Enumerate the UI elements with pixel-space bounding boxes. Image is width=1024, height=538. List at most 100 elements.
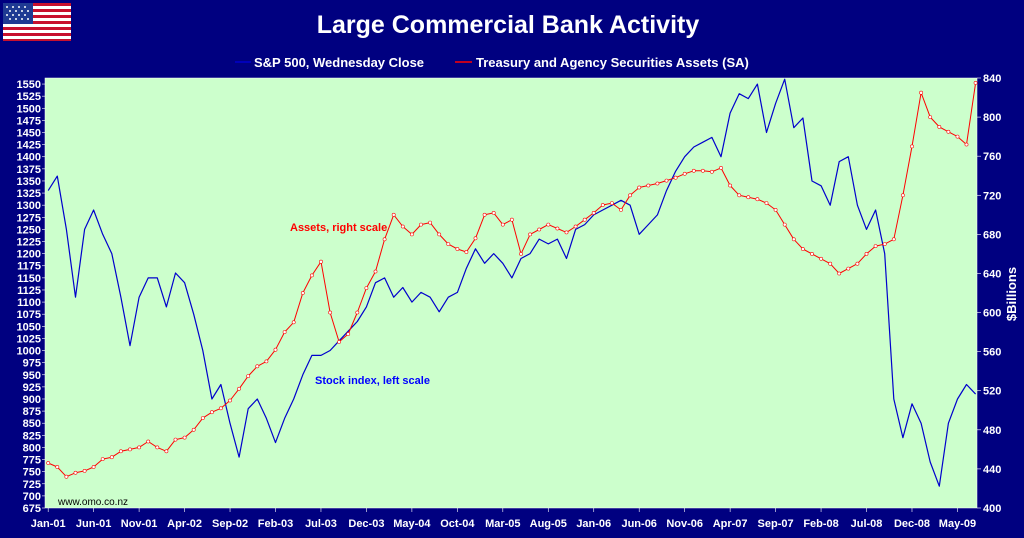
assets-point: [964, 142, 969, 147]
left-tick-label: 1350: [17, 176, 41, 188]
left-tick-label: 675: [23, 503, 41, 515]
assets-point: [73, 470, 78, 475]
left-tick-label: 1075: [17, 309, 41, 321]
assets-point: [891, 237, 896, 242]
x-tick-label: Jul-08: [851, 518, 883, 530]
assets-point: [901, 193, 905, 198]
x-tick-label: May-04: [393, 518, 431, 530]
assets-point: [373, 269, 378, 274]
source-label: www.omo.co.nz: [57, 497, 128, 508]
assets-point: [619, 207, 623, 212]
assets-point: [846, 266, 851, 271]
assets-point: [409, 232, 414, 237]
assets-point: [701, 168, 705, 173]
assets-point: [528, 232, 533, 237]
assets-point: [791, 237, 796, 242]
assets-point: [673, 175, 678, 180]
left-tick-label: 1325: [17, 188, 41, 200]
left-tick-label: 850: [23, 418, 41, 430]
assets-point: [782, 222, 787, 227]
assets-point: [91, 465, 96, 469]
assets-point: [455, 247, 460, 251]
left-tick-label: 1125: [17, 285, 41, 297]
right-tick-label: 720: [983, 190, 1001, 202]
right-tick-label: 400: [983, 503, 1001, 515]
assets-point: [719, 165, 723, 170]
left-tick-label: 750: [23, 467, 41, 479]
x-tick-label: Apr-07: [713, 518, 748, 530]
right-tick-label: 680: [983, 229, 1001, 241]
assets-point: [746, 195, 751, 200]
assets-point: [328, 310, 333, 315]
x-tick-label: Sep-02: [212, 518, 248, 530]
assets-point: [364, 286, 369, 291]
assets-point: [582, 217, 587, 222]
left-tick-label: 1450: [17, 128, 41, 140]
x-tick-label: Jan-01: [31, 518, 66, 530]
x-tick-label: Nov-06: [666, 518, 703, 530]
right-tick-label: 640: [983, 268, 1001, 280]
assets-point: [46, 461, 51, 465]
assets-point: [509, 217, 514, 222]
assets-point: [728, 183, 733, 188]
assets-point: [137, 445, 142, 450]
assets-point: [555, 226, 560, 231]
left-tick-label: 1025: [17, 333, 41, 345]
assets-point: [282, 330, 287, 335]
x-tick-label: Mar-05: [485, 518, 520, 530]
series-layer: [46, 78, 978, 487]
assets-point: [691, 168, 696, 173]
right-tick-label: 800: [983, 112, 1001, 124]
assets-point: [882, 242, 887, 247]
x-tick-label: Dec-03: [348, 518, 384, 530]
x-tick-label: Apr-02: [167, 518, 202, 530]
assets-point: [519, 251, 523, 256]
right-tick-label: 600: [983, 308, 1001, 320]
assets-point: [128, 447, 132, 452]
assets-point: [819, 256, 824, 261]
legend-label-sp500: S&P 500, Wednesday Close: [254, 55, 424, 70]
x-tick-label: Jan-06: [576, 518, 611, 530]
assets-point: [600, 203, 605, 207]
x-tick-label: Oct-04: [440, 518, 475, 530]
x-tick-label: Sep-07: [758, 518, 794, 530]
assets-point: [319, 259, 323, 264]
assets-point: [810, 251, 814, 256]
assets-point: [537, 227, 542, 232]
right-tick-label: 480: [983, 425, 1001, 437]
assets-point: [119, 449, 123, 454]
annotation-assets: Assets, right scale: [290, 222, 387, 234]
left-tick-label: 1550: [17, 79, 41, 91]
assets-point: [564, 230, 569, 235]
left-tick-label: 700: [23, 491, 41, 503]
assets-point: [164, 449, 169, 454]
assets-point: [491, 210, 496, 215]
left-tick-label: 900: [23, 394, 41, 406]
assets-point: [628, 193, 633, 198]
left-tick-label: 1250: [17, 224, 41, 236]
left-tick-label: 875: [23, 406, 41, 418]
assets-point: [755, 197, 760, 202]
left-tick-label: 775: [23, 455, 41, 467]
assets-point: [246, 374, 251, 379]
right-tick-label: 760: [983, 151, 1001, 163]
assets-point: [346, 332, 351, 336]
assets-point: [591, 210, 596, 215]
assets-point: [637, 185, 642, 190]
assets-point: [182, 435, 187, 440]
assets-point: [218, 406, 223, 411]
assets-point: [419, 222, 423, 227]
assets-point: [946, 129, 951, 134]
left-tick-label: 950: [23, 370, 41, 382]
right-tick-label: 520: [983, 386, 1001, 398]
plot-area: [44, 77, 978, 509]
assets-point: [309, 273, 314, 278]
assets-point: [801, 247, 805, 251]
assets-point: [173, 437, 178, 442]
assets-point: [773, 207, 778, 212]
x-tick-label: Feb-03: [258, 518, 293, 530]
x-tick-label: Feb-08: [803, 518, 838, 530]
assets-point: [500, 222, 505, 227]
assets-point: [82, 468, 87, 473]
